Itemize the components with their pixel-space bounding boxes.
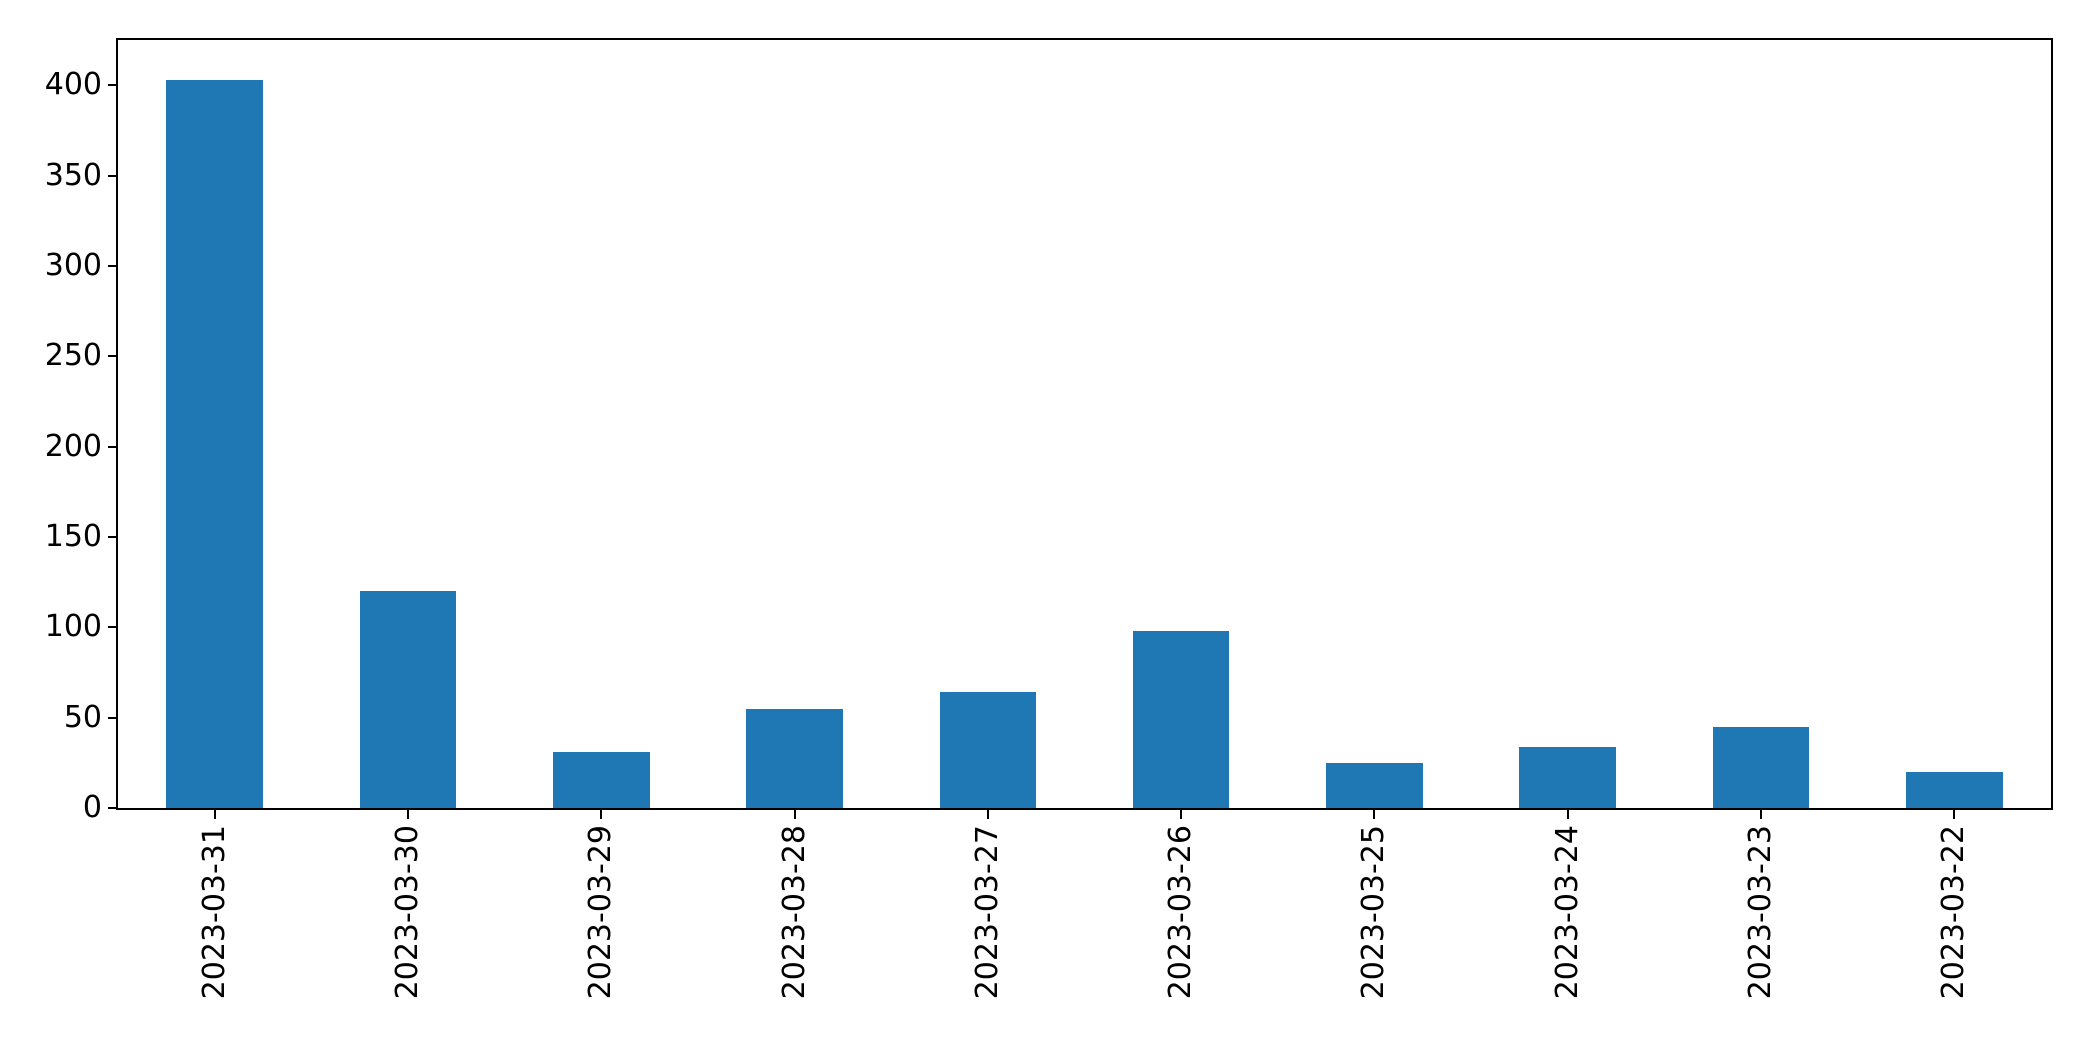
bar [1712,726,1810,808]
y-axis-tick-label: 50 [63,699,102,735]
x-axis-tick-mark [986,810,989,819]
bar [359,591,457,808]
bar-group: 2023-03-25 [1278,40,1471,999]
bar-group: 2023-03-28 [698,40,891,999]
y-axis-tick-label: 100 [44,609,102,645]
x-axis-tick-mark [1180,810,1183,819]
y-axis-tick-label: 350 [44,157,102,193]
bar-group: 2023-03-31 [118,40,311,999]
x-axis-tick-mark [793,810,796,819]
x-axis-tick-label: 2023-03-25 [1356,825,1392,1000]
x-axis-tick-label: 2023-03-28 [776,825,812,1000]
y-axis-tick-mark [108,535,116,538]
x-axis-tick-label: 2023-03-23 [1742,825,1778,1000]
bar-group: 2023-03-29 [505,40,698,999]
y-axis-tick-label: 250 [44,338,102,374]
x-axis-tick-label: 2023-03-24 [1549,825,1585,1000]
y-axis-tick-mark [108,807,116,809]
x-axis-tick-mark [213,810,216,819]
x-axis-tick-mark [1953,810,1956,819]
x-axis-tick-label: 2023-03-22 [1936,825,1972,1000]
y-axis-tick-label: 0 [82,790,102,825]
bar-group: 2023-03-26 [1084,40,1277,999]
y-axis-tick-mark [108,174,116,177]
y-axis-tick-mark [108,445,116,448]
bar [1519,746,1617,808]
bar [746,708,843,808]
bar [166,79,263,808]
x-axis-tick-label: 2023-03-29 [582,825,618,1000]
y-axis-tick-mark [108,355,116,358]
x-axis-tick-mark [1373,810,1376,819]
x-axis-tick-mark [406,810,409,819]
bar-group: 2023-03-23 [1664,40,1857,999]
bar-group: 2023-03-22 [1858,40,2051,999]
bar [552,751,650,808]
bar-group: 2023-03-30 [311,40,504,999]
bar [1132,630,1230,808]
x-axis-tick-label: 2023-03-27 [969,825,1005,1000]
y-axis-tick-label: 300 [44,247,102,283]
x-axis-tick-mark [1566,810,1569,819]
y-axis-tick-label: 150 [44,518,102,554]
y-axis-tick-mark [108,626,116,629]
bar [939,692,1037,808]
x-axis-tick-mark [1760,810,1763,819]
plot-area: 0 50 100 150 200 250 300 350 400 2023-03-31 2023-0… [45,38,2053,999]
y-axis-tick-mark [108,84,116,87]
bar-group: 2023-03-24 [1471,40,1664,999]
bar [1906,771,2003,808]
x-axis-tick-label: 2023-03-26 [1162,825,1198,1000]
y-axis-tick-label: 200 [44,428,102,464]
x-axis-tick-label: 2023-03-31 [196,825,232,1000]
x-axis-tick-label: 2023-03-30 [389,825,425,1000]
bar [1326,762,1423,808]
x-axis-tick-mark [600,810,603,819]
bar-group: 2023-03-27 [891,40,1084,999]
y-axis-tick-mark [108,264,116,267]
y-axis-tick-mark [108,716,116,719]
y-axis-tick-label: 400 [44,67,102,103]
